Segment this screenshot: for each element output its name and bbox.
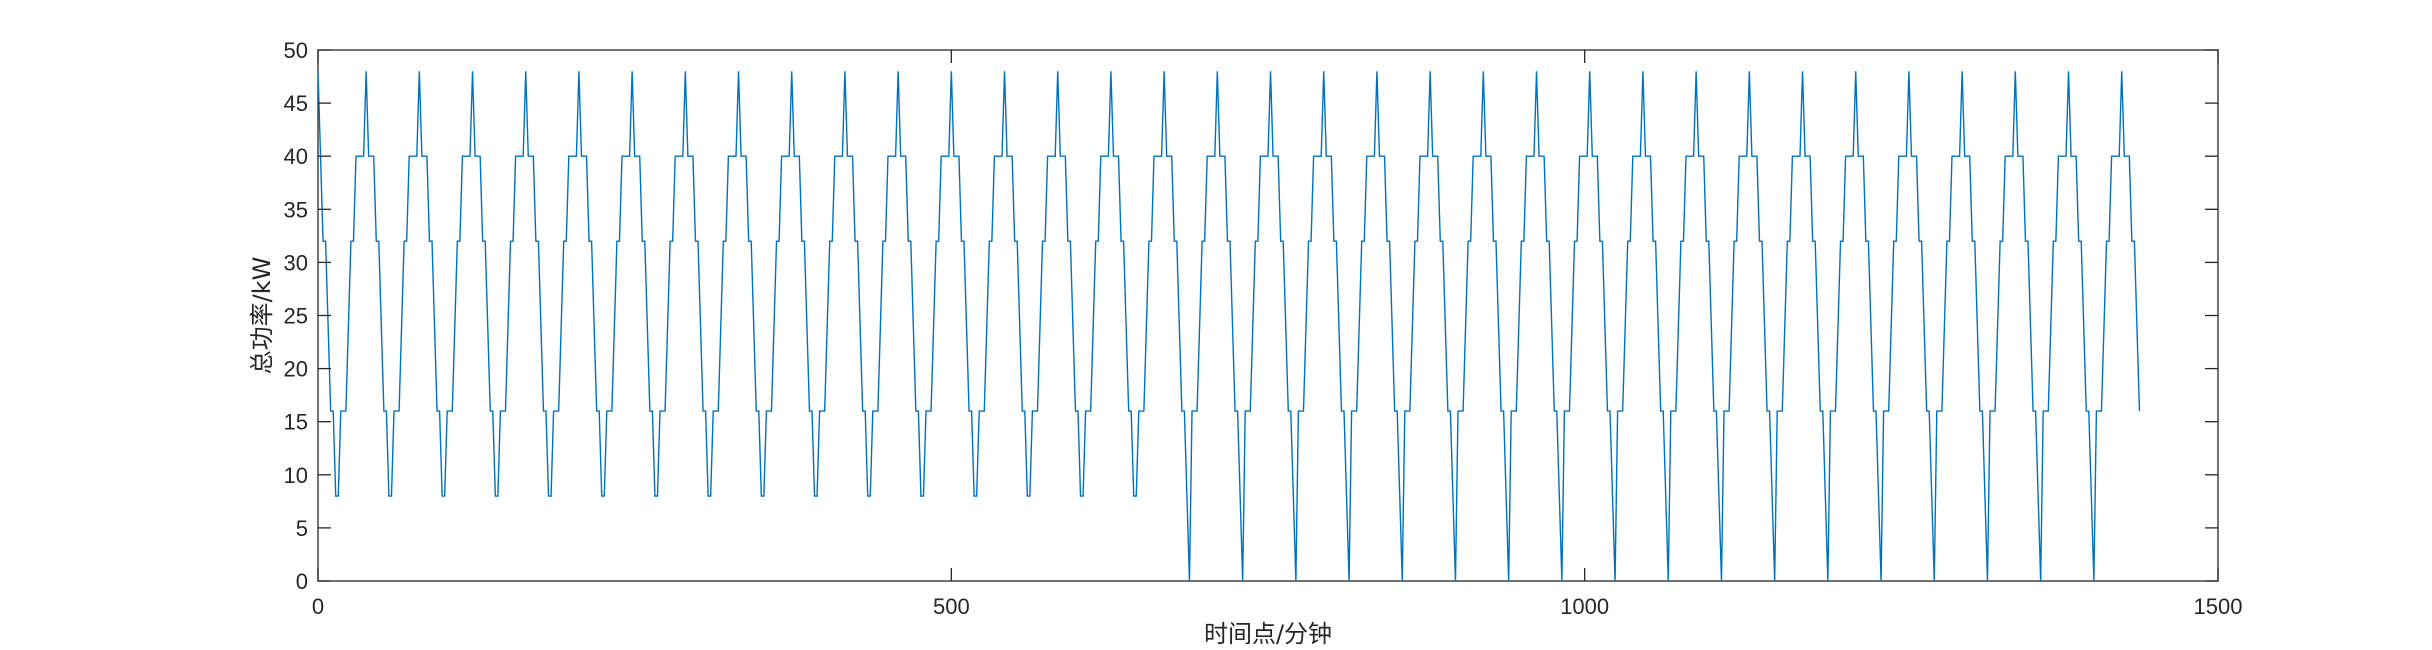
y-tick-label-50: 50 [284,38,308,63]
x-tick-label-0: 0 [312,594,324,619]
y-tick-label-25: 25 [284,304,308,329]
x-axis-label: 时间点/分钟 [1204,620,1332,648]
y-tick-label-15: 15 [284,410,308,435]
y-axis-label: 总功率/kW [248,257,276,375]
x-tick-label-1000: 1000 [1560,594,1609,619]
x-axis-ticks [317,50,2219,581]
series-line-1 [317,71,2141,582]
y-tick-label-30: 30 [284,250,308,275]
axes-frame [317,49,2219,582]
series-group [317,71,2141,582]
y-tick-label-20: 20 [284,357,308,382]
y-tick-label-40: 40 [284,144,308,169]
y-tick-label-35: 35 [284,197,308,222]
plot-area: 0 500 1000 1500 0 5 10 15 20 25 30 35 40 45 50 [284,38,2243,619]
x-tick-label-1500: 1500 [2194,594,2243,619]
x-axis-tick-labels: 0 500 1000 1500 [312,594,2243,619]
y-tick-label-10: 10 [284,463,308,488]
y-tick-label-5: 5 [296,516,308,541]
y-tick-label-0: 0 [296,569,308,594]
y-tick-label-45: 45 [284,91,308,116]
x-tick-label-500: 500 [933,594,970,619]
y-axis-ticks [318,49,2218,582]
y-axis-tick-labels: 0 5 10 15 20 25 30 35 40 45 50 [284,38,308,594]
